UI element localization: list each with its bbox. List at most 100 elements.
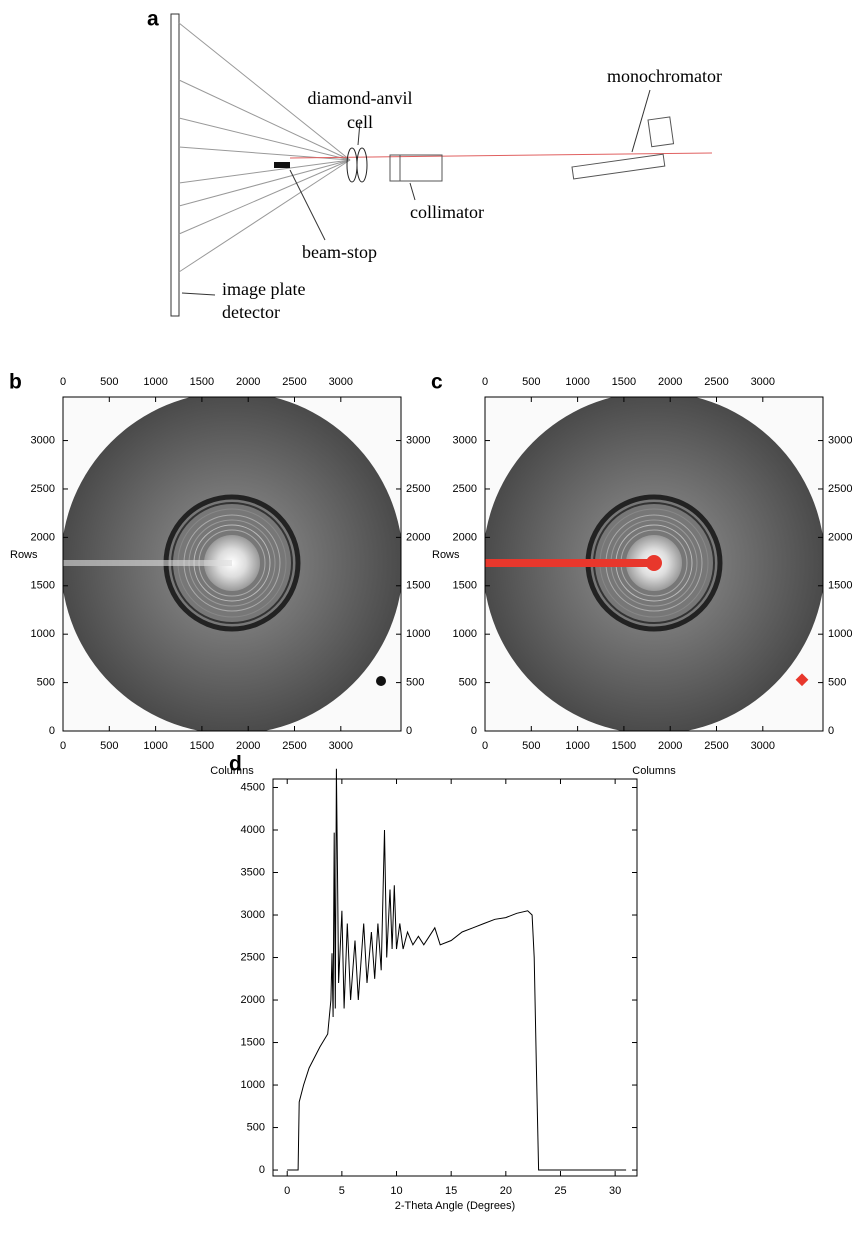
y-tick-label: 500 [247,1121,265,1133]
y-tick-label: 1500 [31,580,55,592]
plot-frame [62,396,402,732]
x-tick-label: 500 [100,740,118,752]
label: monochromator [607,66,722,86]
y-tick-label: 500 [406,677,424,689]
x-tick-label: 500 [522,376,540,388]
x-axis-label: Columns [632,765,676,777]
panel-label: c [431,371,443,394]
y-tick-label: 2000 [406,531,430,543]
x-tick-label: 30 [609,1185,621,1197]
x-tick-label: 2000 [236,376,260,388]
diagram: a diamond-anvil cell monochromator colli… [147,8,722,323]
y-tick-label: 500 [37,677,55,689]
panel-label: a [147,8,159,31]
x-tick-label: 1000 [565,376,589,388]
spot [376,676,386,686]
x-tick-label: 3000 [329,376,353,388]
panel-label: b [9,371,22,394]
collimator [389,154,443,182]
plot-frame [484,396,824,732]
arrows [181,89,651,296]
x-tick-label: 3000 [751,376,775,388]
y-tick-label: 0 [259,1164,265,1176]
x-tick-label: 1500 [190,376,214,388]
y-tick-label: 1500 [828,580,852,592]
x-tick-label: 2500 [282,376,306,388]
beam [289,152,713,159]
streak [63,560,232,566]
label: cell [347,112,373,132]
x-tick-label: 20 [500,1185,512,1197]
x-tick-label: 500 [100,376,118,388]
y-tick-label: 1000 [453,628,477,640]
x-tick-label: 2000 [658,740,682,752]
y-tick-label: 0 [406,725,412,737]
x-tick-label: 0 [60,740,66,752]
y-tick-label: 4500 [241,781,265,793]
y-tick-label: 2500 [31,483,55,495]
y-tick-label: 3000 [406,434,430,446]
x-tick-label: 10 [390,1185,402,1197]
image-plate [170,13,180,317]
x-tick-label: 2500 [282,740,306,752]
y-tick-label: 2000 [453,531,477,543]
x-axis-label: Columns [210,765,254,777]
y-tick-label: 2500 [241,951,265,963]
y-tick-label: 500 [828,677,846,689]
y-tick-label: 3000 [241,909,265,921]
y-axis-label: Rows [10,549,38,561]
y-tick-label: 1000 [828,628,852,640]
x-tick-label: 1500 [612,740,636,752]
y-tick-label: 3000 [31,434,55,446]
x-tick-label: 0 [60,376,66,388]
y-tick-label: 3000 [453,434,477,446]
x-axis-label: 2-Theta Angle (Degrees) [395,1200,515,1212]
label: image plate [222,279,305,299]
label: detector [222,302,280,322]
y-tick-label: 3500 [241,866,265,878]
y-tick-label: 2500 [453,483,477,495]
y-tick-label: 2000 [241,994,265,1006]
y-tick-label: 2000 [31,531,55,543]
x-tick-label: 1000 [143,376,167,388]
x-tick-label: 3000 [329,740,353,752]
y-axis-label: Rows [432,549,460,561]
y-tick-label: 2500 [406,483,430,495]
data-line [287,768,627,1171]
y-tick-label: 2000 [828,531,852,543]
cell [346,147,368,183]
y-tick-label: 0 [49,725,55,737]
panel-label: d [229,753,242,776]
x-tick-label: 0 [284,1185,290,1197]
x-tick-label: 15 [445,1185,457,1197]
y-tick-label: 4000 [241,824,265,836]
label: diamond-anvil [308,88,413,108]
y-tick-label: 1000 [406,628,430,640]
label: collimator [410,202,484,222]
mask-spot [795,673,809,687]
diffraction-rays [178,22,351,273]
y-tick-label: 1500 [241,1036,265,1048]
x-tick-label: 2000 [236,740,260,752]
monochromator [571,116,675,180]
y-tick-label: 1000 [241,1079,265,1091]
y-tick-label: 3000 [828,434,852,446]
y-tick-label: 1000 [31,628,55,640]
x-tick-label: 1500 [190,740,214,752]
detector-image [63,397,401,731]
y-tick-label: 0 [471,725,477,737]
x-tick-label: 2500 [704,376,728,388]
mask-line [485,559,654,567]
x-tick-label: 0 [482,740,488,752]
x-tick-label: 500 [522,740,540,752]
y-tick-label: 500 [459,677,477,689]
x-tick-label: 3000 [751,740,775,752]
x-tick-label: 2500 [704,740,728,752]
x-tick-label: 0 [482,376,488,388]
y-tick-label: 2500 [828,483,852,495]
x-tick-label: 2000 [658,376,682,388]
y-tick-label: 1500 [453,580,477,592]
detector-image [485,397,823,731]
x-tick-label: 1000 [143,740,167,752]
